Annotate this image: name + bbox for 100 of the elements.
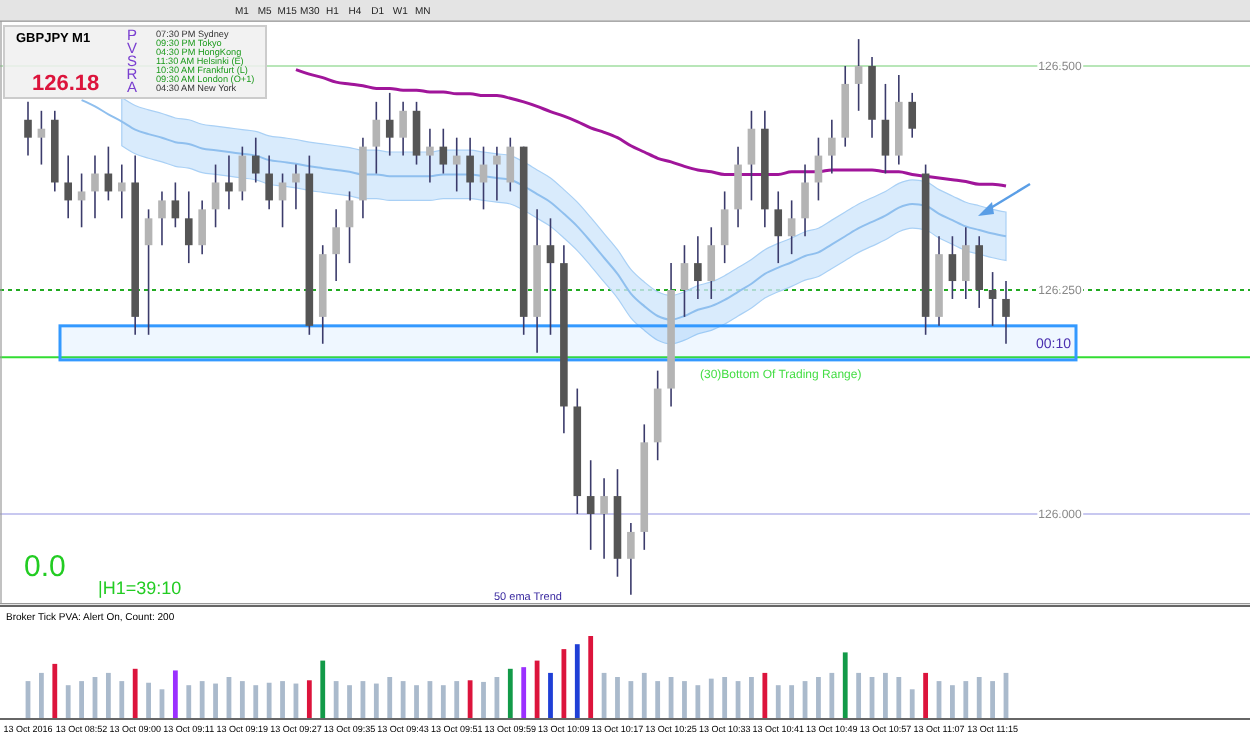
candlestick [412, 101, 421, 166]
bar [146, 682, 151, 718]
bar [588, 636, 594, 718]
bar [963, 681, 969, 718]
bar [655, 681, 661, 718]
candlestick [962, 226, 970, 300]
bar [65, 685, 71, 718]
candlestick [251, 136, 260, 184]
candlestick [345, 190, 354, 264]
candlestick [506, 136, 515, 193]
candlestick [680, 244, 689, 318]
candlestick [399, 101, 407, 157]
bar [842, 652, 848, 718]
candlestick [988, 271, 997, 327]
bar [548, 672, 553, 718]
bar [829, 672, 835, 718]
bar [574, 644, 580, 718]
bar [266, 682, 272, 718]
bar [695, 685, 701, 718]
bar [387, 677, 393, 718]
candlestick [828, 118, 836, 175]
bar [132, 668, 138, 718]
candlestick [292, 163, 300, 211]
candlestick [265, 154, 273, 211]
bar [440, 685, 446, 718]
bar [749, 677, 754, 718]
bar [79, 681, 84, 718]
candlestick [198, 199, 206, 255]
candlestick [466, 136, 474, 202]
candlestick [385, 92, 394, 157]
bar [105, 672, 111, 718]
bar [976, 677, 982, 718]
candlestick [171, 181, 180, 229]
candlestick [747, 110, 756, 202]
bar [414, 685, 419, 718]
candlestick [854, 38, 863, 112]
candlestick [801, 163, 809, 238]
bar [454, 681, 460, 718]
candlestick [117, 163, 126, 220]
bar [333, 681, 339, 718]
bar [708, 678, 714, 718]
bar [400, 681, 406, 718]
bar [615, 677, 620, 718]
bar [923, 672, 929, 718]
candlestick [774, 190, 783, 264]
bar [521, 667, 527, 718]
candlestick [694, 235, 702, 300]
bar [950, 685, 955, 718]
bar [306, 680, 312, 718]
annotation: 126.18 [32, 72, 100, 96]
bar [213, 683, 218, 718]
candlestick [734, 145, 742, 229]
bar [253, 685, 259, 718]
bar [816, 677, 821, 718]
candlestick [238, 145, 247, 202]
bar [909, 689, 915, 718]
bar [856, 672, 862, 718]
candlestick [64, 154, 72, 220]
bar [172, 670, 178, 718]
bar [641, 672, 647, 718]
candlestick [975, 235, 984, 309]
candlestick [158, 190, 166, 246]
candlestick [586, 459, 595, 551]
bar [775, 685, 781, 718]
bar [561, 649, 567, 718]
bar [481, 681, 486, 718]
candlestick [948, 235, 957, 300]
candlestick [546, 217, 555, 336]
candlestick [211, 163, 220, 229]
candlestick [452, 136, 461, 193]
bar [883, 672, 888, 718]
bar [896, 677, 902, 718]
candlestick [426, 127, 434, 184]
bar [199, 681, 205, 718]
bar [628, 681, 634, 718]
bar [990, 681, 995, 718]
candlestick [77, 172, 86, 229]
bar [467, 680, 473, 718]
candlestick [627, 522, 635, 596]
bar [789, 685, 795, 718]
candlestick [493, 145, 501, 202]
annotation: |H1=39:10 [98, 578, 182, 598]
candlestick [372, 101, 381, 175]
candlestick [37, 110, 46, 166]
bar [52, 663, 58, 718]
bar [507, 668, 513, 718]
candlestick [787, 199, 796, 255]
bar [722, 677, 728, 718]
candlestick [24, 101, 32, 157]
candlestick [91, 154, 99, 220]
candlestick [144, 208, 153, 336]
candlestick [908, 92, 917, 139]
bar [280, 681, 285, 718]
bar [373, 683, 379, 718]
annotation: 0.0 [24, 550, 66, 584]
bar [762, 672, 768, 718]
bar [320, 660, 326, 718]
bar [39, 672, 44, 718]
candlestick [439, 127, 448, 175]
candlestick [720, 190, 729, 264]
